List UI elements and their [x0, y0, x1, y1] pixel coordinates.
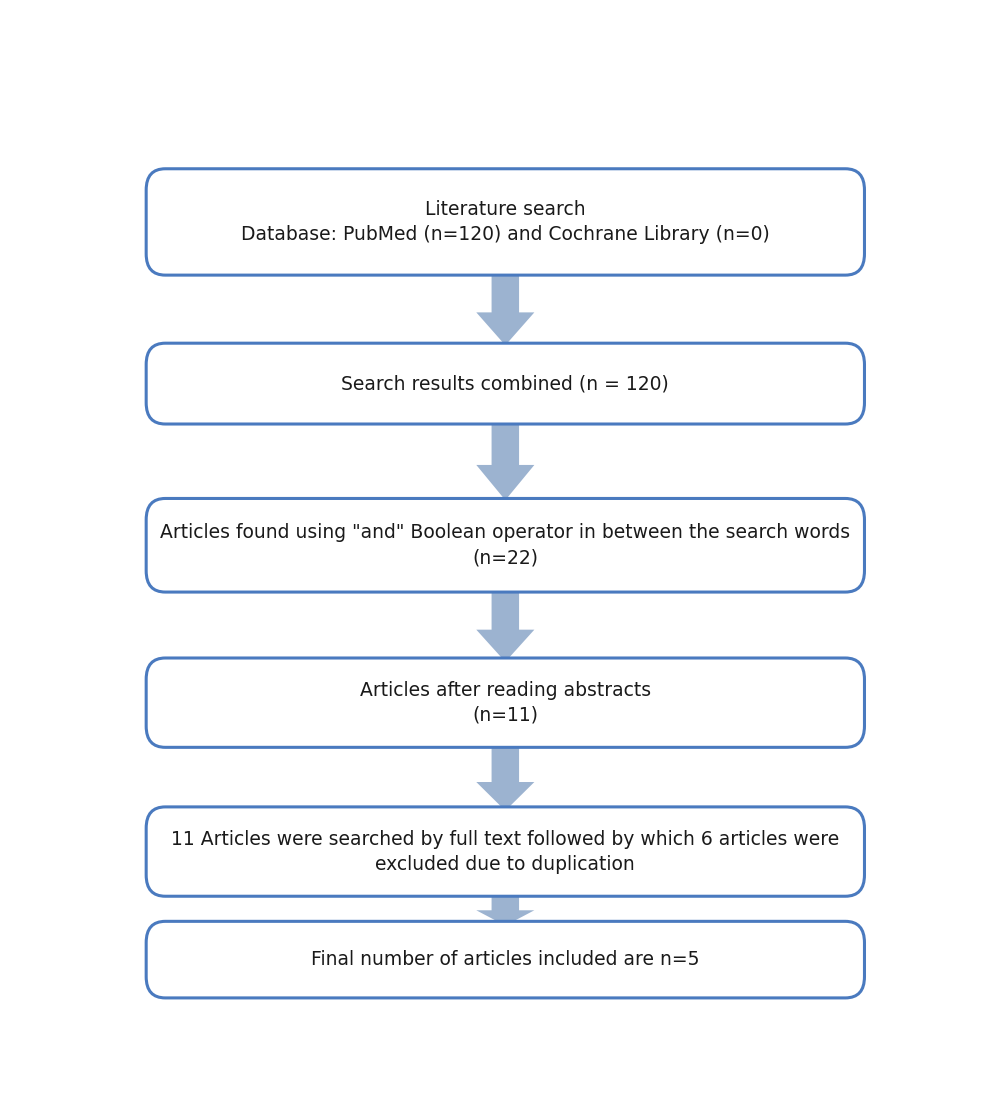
- Text: Search results combined (n = 120): Search results combined (n = 120): [341, 375, 669, 393]
- FancyBboxPatch shape: [146, 344, 865, 424]
- Text: Literature search
Database: PubMed (n=120) and Cochrane Library (n=0): Literature search Database: PubMed (n=12…: [241, 200, 770, 244]
- FancyBboxPatch shape: [146, 922, 865, 998]
- FancyBboxPatch shape: [146, 657, 865, 747]
- Polygon shape: [476, 590, 534, 662]
- Text: 11 Articles were searched by full text followed by which 6 articles were
exclude: 11 Articles were searched by full text f…: [172, 830, 839, 874]
- Polygon shape: [476, 892, 534, 926]
- FancyBboxPatch shape: [146, 498, 865, 592]
- FancyBboxPatch shape: [146, 807, 865, 896]
- Text: Articles after reading abstracts
(n=11): Articles after reading abstracts (n=11): [360, 681, 651, 725]
- Text: Articles found using "and" Boolean operator in between the search words
(n=22): Articles found using "and" Boolean opera…: [161, 524, 850, 567]
- Polygon shape: [476, 272, 534, 345]
- Text: Final number of articles included are n=5: Final number of articles included are n=…: [311, 950, 700, 969]
- Polygon shape: [476, 422, 534, 501]
- FancyBboxPatch shape: [146, 169, 865, 275]
- Polygon shape: [476, 747, 534, 811]
